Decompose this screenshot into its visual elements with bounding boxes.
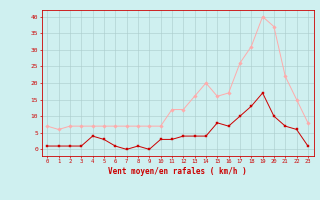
X-axis label: Vent moyen/en rafales ( km/h ): Vent moyen/en rafales ( km/h ): [108, 167, 247, 176]
